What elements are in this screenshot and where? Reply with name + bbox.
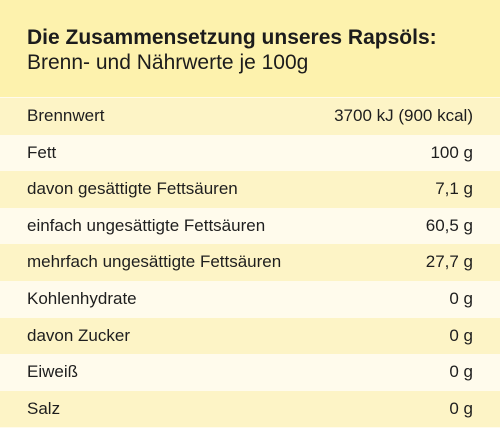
page-subtitle: Brenn- und Nährwerte je 100g xyxy=(27,51,309,74)
table-row-protein: Eiweiß 0 g xyxy=(0,354,500,391)
row-label: Brennwert xyxy=(27,106,105,125)
row-value: 60,5 g xyxy=(425,215,473,235)
row-value: 3700 kJ (900 kcal) xyxy=(334,106,473,125)
nutrition-table: Brennwert 3700 kJ (900 kcal) Fett 100 g … xyxy=(0,98,500,428)
table-row-saturated-fat: davon gesättigte Fettsäuren 7,1 g xyxy=(0,171,500,208)
row-value: 7,1 g xyxy=(435,179,473,199)
table-row-energy: Brennwert 3700 kJ (900 kcal) xyxy=(0,98,500,135)
row-label: Kohlenhydrate xyxy=(27,288,137,308)
table-row-sugar: davon Zucker 0 g xyxy=(0,317,500,355)
table-row-salt: Salz 0 g xyxy=(0,390,500,428)
row-label: davon gesättigte Fettsäuren xyxy=(27,179,238,199)
table-row-fat: Fett 100 g xyxy=(0,134,500,172)
row-label: davon Zucker xyxy=(27,325,130,345)
row-label: mehrfach ungesättigte Fettsäuren xyxy=(27,252,282,272)
table-row-monounsaturated-fat: einfach ungesättigte Fettsäuren 60,5 g xyxy=(0,207,500,245)
row-value: 0 g xyxy=(449,325,473,345)
row-label: einfach ungesättigte Fettsäuren xyxy=(27,215,266,235)
row-label: Fett xyxy=(27,142,57,162)
row-value: 0 g xyxy=(449,362,473,382)
row-label: Eiweiß xyxy=(27,362,79,382)
table-row-polyunsaturated-fat: mehrfach ungesättigte Fettsäuren 27,7 g xyxy=(0,244,500,281)
row-value: 0 g xyxy=(449,288,473,308)
header: Die Zusammensetzung unseres Rapsöls: Bre… xyxy=(0,0,500,97)
row-value: 0 g xyxy=(449,398,473,418)
row-value: 27,7 g xyxy=(425,252,473,272)
row-value: 100 g xyxy=(430,142,473,162)
page-title: Die Zusammensetzung unseres Rapsöls: xyxy=(27,26,437,49)
table-row-carbohydrates: Kohlenhydrate 0 g xyxy=(0,280,500,318)
row-label: Salz xyxy=(27,398,61,418)
